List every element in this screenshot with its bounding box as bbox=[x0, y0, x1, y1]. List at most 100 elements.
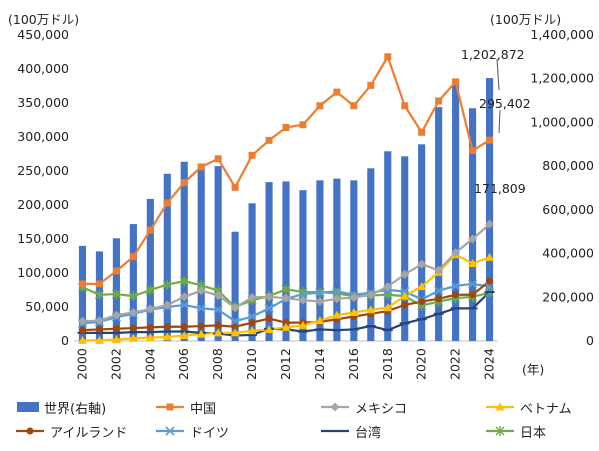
legend-item-ireland: アイルランド bbox=[14, 422, 154, 441]
annotation-leader-china bbox=[498, 109, 501, 134]
marker-vietnam-2011 bbox=[264, 324, 274, 333]
bar-world-2010 bbox=[248, 203, 256, 341]
marker-china-2007 bbox=[197, 163, 205, 171]
marker-japan-2003 bbox=[128, 291, 138, 302]
marker-china-2014 bbox=[316, 102, 324, 110]
marker-china-2000 bbox=[78, 280, 86, 288]
x-tick-label: 2000 bbox=[74, 348, 89, 380]
marker-ireland-2005 bbox=[163, 323, 171, 331]
bar-world-2016 bbox=[350, 180, 358, 341]
bar-world-2024 bbox=[485, 78, 494, 341]
marker-germany-2007 bbox=[196, 303, 206, 313]
marker-china-2013 bbox=[299, 121, 307, 129]
marker-germany-2006 bbox=[179, 300, 189, 310]
marker-ireland-2004 bbox=[146, 323, 154, 331]
bar-world-2008 bbox=[214, 166, 222, 341]
left-tick-label: 350,000 bbox=[17, 95, 69, 110]
right-axis-unit: (100万ドル) bbox=[490, 12, 561, 27]
marker-vietnam-2024 bbox=[485, 252, 495, 261]
marker-vietnam-2008 bbox=[213, 328, 223, 337]
marker-ireland-2007 bbox=[197, 322, 205, 330]
marker-germany-2024 bbox=[484, 282, 495, 292]
bar-world-2007 bbox=[197, 167, 205, 341]
legend-marker-ireland bbox=[26, 427, 34, 435]
legend-item-vietnam: ベトナム bbox=[484, 398, 584, 417]
legend-item-china: 中国 bbox=[154, 398, 319, 417]
right-tick-label: 400,000 bbox=[542, 246, 594, 261]
legend-item-taiwan: 台湾 bbox=[319, 422, 484, 441]
x-tick-label: 2022 bbox=[448, 348, 463, 380]
marker-mexico-2003 bbox=[128, 307, 138, 317]
marker-china-2009 bbox=[231, 183, 239, 191]
left-axis-unit: (100万ドル) bbox=[8, 12, 79, 27]
marker-china-2017 bbox=[367, 81, 375, 89]
marker-vietnam-2018 bbox=[383, 303, 393, 312]
marker-china-2019 bbox=[401, 102, 409, 110]
marker-mexico-2022 bbox=[451, 248, 461, 258]
marker-mexico-2010 bbox=[247, 292, 257, 302]
left-tick-label: 300,000 bbox=[17, 129, 69, 144]
marker-ireland-2002 bbox=[112, 325, 120, 333]
legend-label-china: 中国 bbox=[190, 401, 217, 417]
legend-label-world: 世界(右軸) bbox=[44, 401, 107, 417]
x-tick-label: 2008 bbox=[210, 348, 225, 380]
legend-marker-china bbox=[166, 403, 174, 411]
marker-japan-2013 bbox=[298, 287, 308, 298]
marker-china-2022 bbox=[452, 78, 460, 86]
marker-ireland-2008 bbox=[214, 321, 222, 329]
marker-mexico-2018 bbox=[383, 282, 393, 292]
marker-mexico-2005 bbox=[162, 300, 172, 310]
marker-china-2010 bbox=[248, 151, 256, 159]
marker-mexico-2020 bbox=[417, 259, 427, 269]
marker-ireland-2010 bbox=[248, 319, 256, 327]
marker-mexico-2002 bbox=[111, 310, 121, 320]
right-tick-label: 200,000 bbox=[542, 289, 594, 304]
left-tick-label: 450,000 bbox=[17, 27, 69, 42]
marker-mexico-2016 bbox=[349, 292, 359, 302]
legend-label-ireland: アイルランド bbox=[50, 425, 128, 441]
bar-world-2003 bbox=[129, 224, 137, 341]
left-tick-label: 0 bbox=[61, 333, 69, 348]
left-tick-label: 150,000 bbox=[17, 231, 69, 246]
x-tick-label: 2012 bbox=[278, 348, 293, 380]
annotation-china-2024: 295,402 bbox=[479, 96, 531, 111]
marker-mexico-2008 bbox=[213, 290, 223, 300]
marker-vietnam-2001 bbox=[94, 335, 104, 344]
bar-world-2018 bbox=[384, 151, 392, 341]
marker-china-2005 bbox=[163, 199, 171, 207]
bar-world-2015 bbox=[333, 178, 341, 341]
bar-world-2011 bbox=[265, 182, 273, 341]
legend-swatch-ireland bbox=[16, 427, 44, 435]
marker-china-2020 bbox=[418, 128, 426, 136]
marker-mexico-2004 bbox=[145, 304, 155, 314]
x-tick-label: 2018 bbox=[380, 348, 395, 380]
marker-ireland-2021 bbox=[435, 295, 443, 303]
marker-japan-2004 bbox=[145, 285, 155, 295]
marker-ireland-2012 bbox=[282, 319, 290, 327]
marker-china-2011 bbox=[265, 136, 273, 144]
marker-ireland-2006 bbox=[180, 323, 188, 331]
right-tick-label: 1,200,000 bbox=[530, 71, 594, 86]
marker-china-2003 bbox=[129, 253, 137, 261]
marker-ireland-2022 bbox=[452, 291, 460, 299]
bar-world-2009 bbox=[231, 231, 239, 341]
legend: 世界(右軸) 中国 メキシコ ベトナム アイルランド ドイツ 台湾 日本 bbox=[14, 398, 589, 441]
marker-mexico-2015 bbox=[332, 294, 342, 304]
marker-vietnam-2005 bbox=[162, 332, 172, 341]
x-tick-label: 2010 bbox=[244, 348, 259, 380]
marker-vietnam-2002 bbox=[111, 335, 121, 344]
marker-china-2012 bbox=[282, 123, 290, 131]
marker-china-2015 bbox=[333, 88, 341, 96]
marker-mexico-2009 bbox=[230, 303, 240, 313]
marker-germany-2014 bbox=[315, 288, 325, 298]
legend-label-mexico: メキシコ bbox=[355, 401, 408, 417]
marker-japan-2001 bbox=[94, 289, 104, 300]
marker-mexico-2006 bbox=[179, 292, 189, 302]
bar-world-2019 bbox=[401, 156, 409, 341]
legend-swatch-china bbox=[156, 403, 184, 411]
bar-world-2012 bbox=[282, 181, 290, 341]
right-tick-label: 800,000 bbox=[542, 158, 594, 173]
marker-mexico-2017 bbox=[366, 290, 376, 300]
legend-item-world: 世界(右軸) bbox=[14, 398, 154, 417]
legend-marker-japan bbox=[495, 426, 505, 436]
